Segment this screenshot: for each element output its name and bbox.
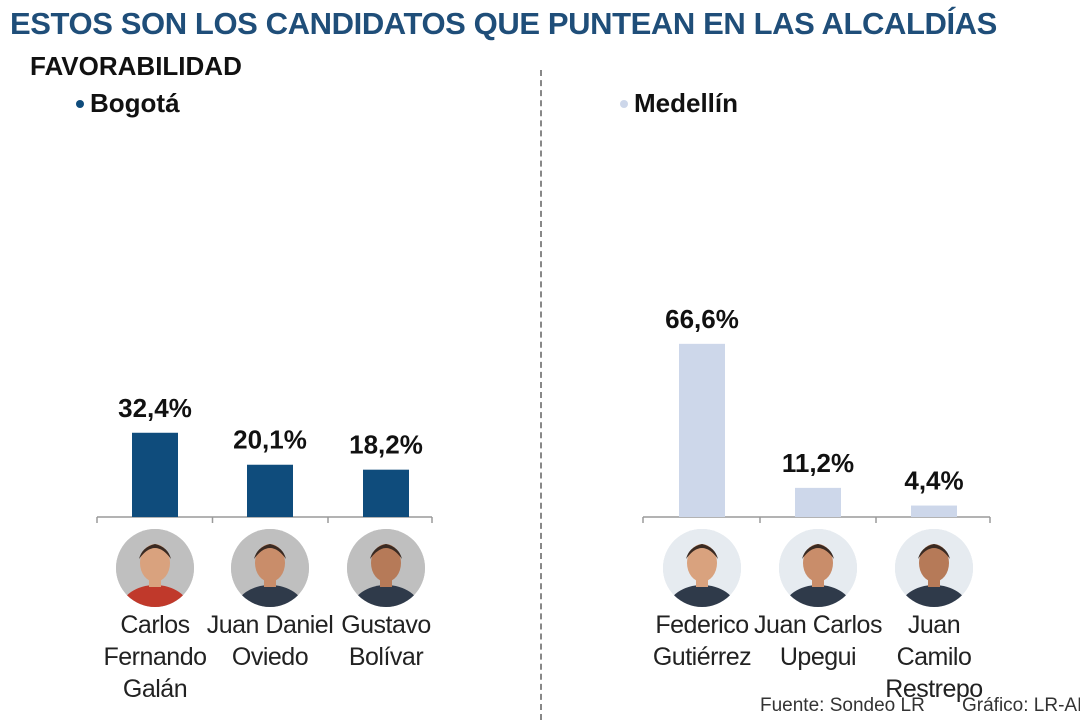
legend-medellin: Medellín — [620, 88, 738, 119]
credit-note: Gráfico: LR-AL — [962, 695, 1080, 716]
chart-title: ESTOS SON LOS CANDIDATOS QUE PUNTEAN EN … — [10, 6, 997, 41]
data-label: 18,2% — [349, 430, 423, 460]
chart-subtitle: FAVORABILIDAD — [30, 51, 242, 81]
bar — [795, 487, 841, 517]
legend-bogota: Bogotá — [76, 88, 180, 119]
candidate-name: Gustavo Bolívar — [321, 609, 451, 673]
panel-divider — [540, 70, 542, 720]
candidate-photo-icon — [663, 529, 741, 607]
candidate-name-line: Upegui — [779, 643, 857, 671]
candidate-name: Juan Carlos Upegui — [753, 609, 883, 673]
candidate-name: Juan Daniel Oviedo — [205, 609, 335, 673]
candidate-name-line: Fernando — [103, 643, 207, 671]
legend-dot-icon — [76, 99, 84, 108]
candidate-name-line: Federico — [655, 611, 749, 639]
legend-label-bogota: Bogotá — [90, 88, 180, 118]
data-label: 66,6% — [665, 304, 739, 334]
candidate-name: Federico Gutiérrez — [637, 609, 767, 673]
candidate-name-line: Bolívar — [348, 643, 424, 671]
candidate-name-line: Oviedo — [231, 643, 309, 671]
legend-label-medellin: Medellín — [634, 88, 739, 118]
candidate-photo-icon — [347, 529, 425, 607]
candidate-name-line: Carlos — [120, 611, 190, 639]
candidate-photo-icon — [231, 529, 309, 607]
data-label: 4,4% — [904, 466, 963, 496]
candidate-name-line: Juan Carlos — [754, 611, 882, 639]
candidate-name: Carlos Fernando Galán — [90, 609, 220, 705]
candidate-name-line: Galán — [122, 675, 188, 703]
candidate-name-line: Juan Camilo — [896, 611, 972, 671]
candidate-photo-icon — [779, 529, 857, 607]
candidate-name-line: Gutiérrez — [652, 643, 752, 671]
bar — [363, 469, 409, 517]
bar — [247, 464, 293, 517]
candidate-photo-icon — [116, 529, 194, 607]
bar — [911, 505, 957, 517]
data-label: 32,4% — [118, 393, 192, 423]
bar — [132, 432, 178, 517]
bar — [679, 343, 725, 517]
candidate-name-line: Juan Daniel — [206, 611, 334, 639]
candidate-photo-icon — [895, 529, 973, 607]
data-label: 11,2% — [782, 448, 854, 478]
legend-dot-icon — [620, 99, 628, 108]
source-note: Fuente: Sondeo LR — [760, 695, 925, 716]
candidate-name-line: Restrepo — [885, 675, 983, 703]
data-label: 20,1% — [233, 425, 307, 455]
candidate-name: Juan Camilo Restrepo — [869, 609, 999, 705]
candidate-name-line: Gustavo — [341, 611, 431, 639]
